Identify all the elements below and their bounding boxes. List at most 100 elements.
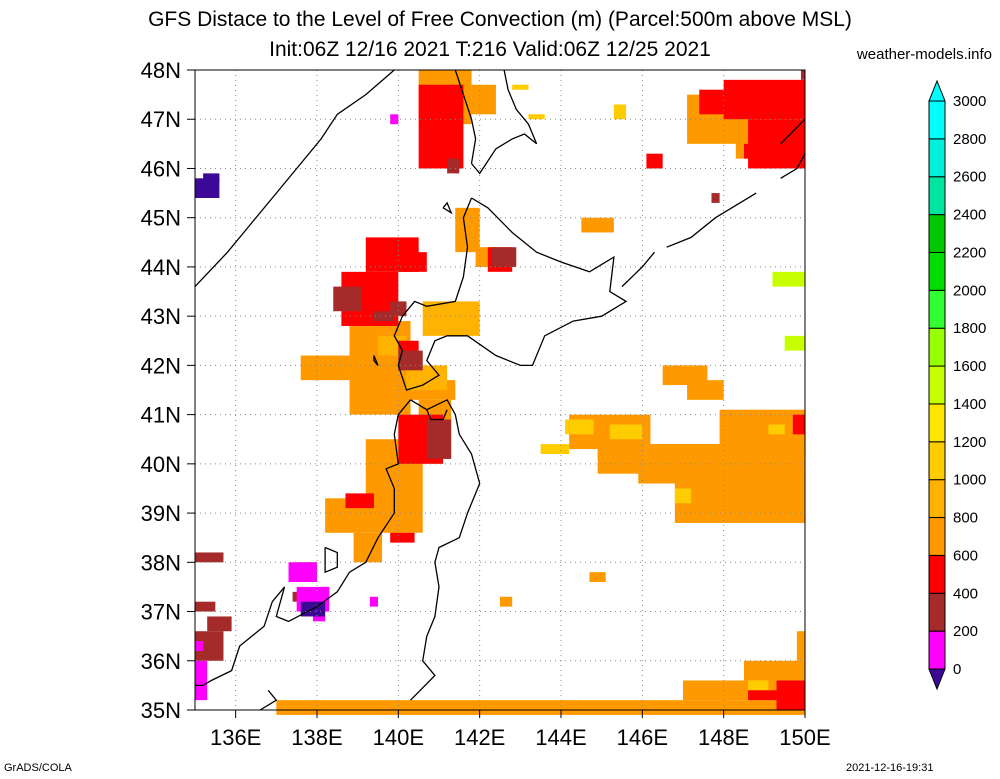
colorbar-label: 2400: [953, 207, 986, 224]
longitude-label: 148E: [698, 725, 749, 750]
shade-600: [723, 79, 805, 120]
shade-1600: [772, 271, 805, 287]
longitude-label: 140E: [373, 725, 424, 750]
shade-800: [744, 660, 805, 681]
colorbar-label: 1000: [953, 472, 986, 489]
shade-0: [203, 173, 220, 184]
colorbar-label: 2800: [953, 131, 986, 148]
colorbar-swatch: [928, 214, 946, 253]
shade-200: [369, 596, 378, 607]
shade-800: [500, 596, 513, 607]
shade-1200: [748, 680, 769, 691]
colorbar-max-triangle: [928, 79, 946, 102]
honshu-east-coast: [410, 398, 481, 701]
colorbar-swatch: [928, 630, 946, 670]
lfc-shading-layer: [195, 70, 805, 715]
shade-1200: [512, 84, 529, 90]
colorbar-swatch: [928, 251, 946, 291]
map-frame: [194, 69, 806, 711]
okushiri-island: [373, 355, 379, 366]
shade-400: [711, 193, 720, 203]
latitude-label: 47N: [141, 107, 181, 132]
latitude-label: 43N: [141, 304, 181, 329]
shade-1600: [784, 335, 805, 351]
sakhalin-east-coast: [470, 69, 538, 175]
site-credit: weather-models.info: [856, 46, 992, 63]
colorbar-label: 800: [953, 510, 978, 527]
shade-600: [398, 252, 427, 272]
shade-800: [276, 700, 805, 715]
latitude-label: 39N: [141, 501, 181, 526]
latitude-label: 40N: [141, 452, 181, 477]
latitude-label: 38N: [141, 550, 181, 575]
shade-800: [589, 572, 606, 582]
shade-200: [288, 562, 317, 582]
mutsu-bay: [426, 409, 448, 421]
shade-400: [195, 601, 216, 612]
shade-1200: [674, 488, 692, 504]
coastline-layer: [194, 69, 806, 711]
shade-600: [748, 690, 777, 701]
shade-200: [390, 114, 399, 125]
shade-800: [719, 409, 805, 450]
chart-title: GFS Distace to the Level of Free Convect…: [148, 8, 852, 31]
shade-600: [699, 89, 732, 115]
colorbar-swatch: [928, 289, 946, 329]
kuril-simushir-coast: [780, 118, 806, 145]
longitude-label: 138E: [291, 725, 342, 750]
shade-400: [447, 158, 460, 174]
colorbar-swatch: [928, 479, 946, 519]
colorbar-label: 3000: [953, 93, 986, 110]
colorbar-label: 2000: [953, 282, 986, 299]
colorbar-swatch: [928, 592, 946, 632]
longitude-label: 136E: [210, 725, 261, 750]
shade-1200: [768, 424, 785, 435]
shade-600: [748, 119, 805, 169]
shade-600: [345, 493, 374, 509]
shade-400: [426, 419, 452, 459]
shade-800: [687, 380, 724, 400]
footer-timestamp: 2021-12-16-19:31: [846, 762, 934, 774]
kuril-urup-coast: [780, 153, 806, 179]
sakhalin-west-coast: [454, 69, 477, 164]
mainland-coast: [194, 69, 395, 288]
shade-600: [390, 532, 415, 543]
colorbar-swatch: [928, 327, 946, 367]
shade-200: [195, 660, 208, 681]
colorbar-swatch: [928, 176, 946, 216]
colorbar: 0 200 400 600 800 1000 1200 1400 1600 1800 2000 220…: [928, 79, 986, 691]
latitude-label: 35N: [141, 698, 181, 723]
shade-1200: [540, 444, 570, 454]
latitude-label: 48N: [141, 58, 181, 83]
colorbar-label: 0: [953, 661, 961, 678]
colorbar-label: 200: [953, 623, 978, 640]
footer-software: GrADS/COLA: [4, 762, 72, 774]
shade-1200: [609, 424, 643, 440]
colorbar-label: 2600: [953, 169, 986, 186]
honshu-west-coast: [195, 399, 412, 687]
colorbar-swatch: [928, 365, 946, 405]
colorbar-label: 1400: [953, 396, 986, 413]
shade-600: [646, 153, 663, 169]
chart-subtitle: Init:06Z 12/16 2021 T:216 Valid:06Z 12/2…: [269, 38, 711, 61]
shade-800: [796, 631, 805, 661]
latitude-label: 37N: [141, 600, 181, 625]
kuril-iturup-coast: [666, 192, 757, 248]
longitude-label: 150E: [779, 725, 830, 750]
colorbar-swatch: [928, 100, 946, 140]
colorbar-swatch: [928, 138, 946, 178]
colorbar-label: 1800: [953, 320, 986, 337]
latitude-label: 46N: [141, 156, 181, 181]
rishiri-island: [442, 201, 453, 215]
latitude-label: 45N: [141, 206, 181, 231]
shade-1000: [422, 301, 480, 336]
shade-400: [800, 70, 805, 80]
shade-400: [207, 616, 232, 632]
colorbar-swatch: [928, 441, 946, 481]
colorbar-label: 600: [953, 547, 978, 564]
shade-600: [744, 143, 777, 159]
colorbar-min-triangle: [928, 668, 946, 691]
hokkaido-coast: [393, 197, 628, 391]
shade-600: [776, 680, 805, 710]
